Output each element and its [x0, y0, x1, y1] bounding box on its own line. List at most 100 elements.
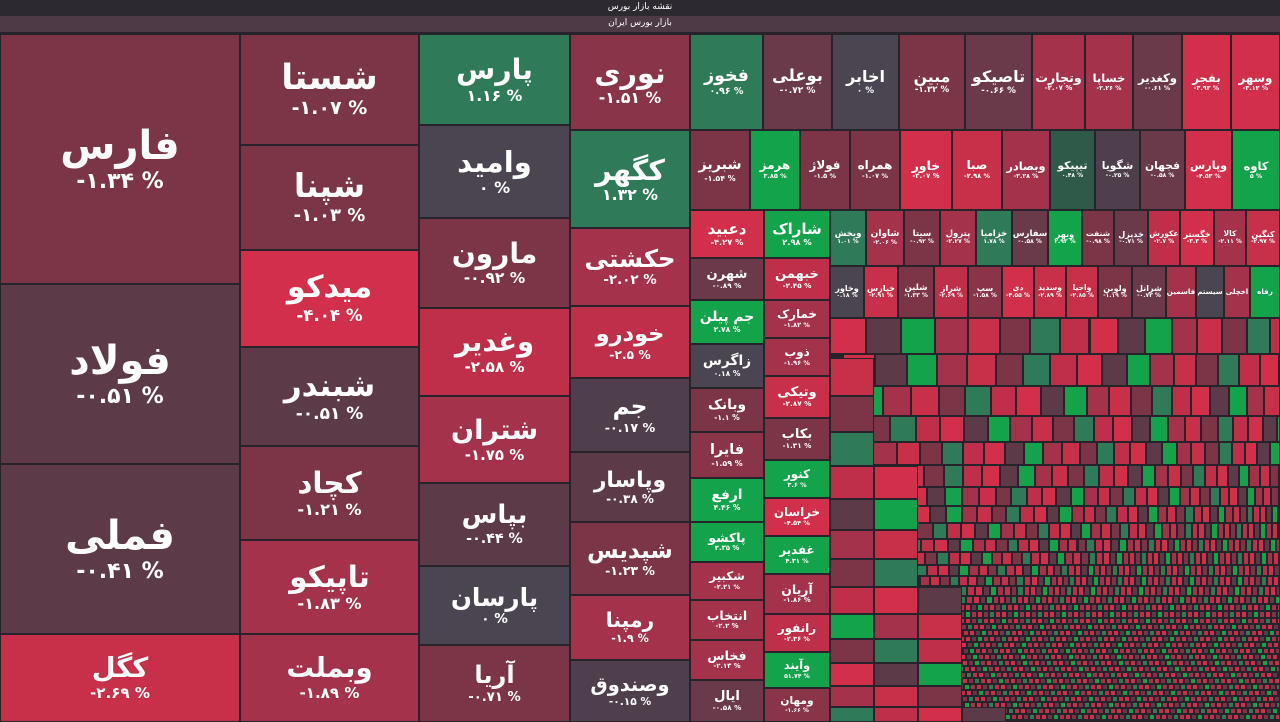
tile-block	[1121, 617, 1127, 624]
tile-block	[1010, 695, 1016, 702]
tile-block	[1059, 647, 1065, 654]
tile-block	[1043, 441, 1062, 466]
tile-block	[1053, 713, 1059, 720]
tile-block	[1265, 603, 1272, 612]
tile-block	[1038, 653, 1044, 660]
tile-block	[1277, 523, 1280, 539]
tile-block	[1146, 689, 1152, 696]
tile-block	[1153, 576, 1160, 587]
stock-change: ۱.۳۲ %	[602, 185, 658, 205]
tile-block	[1272, 689, 1278, 696]
tile-block	[1264, 683, 1270, 690]
tile-block	[1021, 552, 1032, 566]
tile-block	[1011, 713, 1017, 720]
stock-change: -۰.۶۶ %	[981, 86, 1016, 97]
tile-block	[1212, 653, 1218, 660]
tile-block	[1014, 671, 1020, 678]
stock-name: شبریز	[698, 157, 742, 174]
stock-change: -۰.۵۱ %	[295, 403, 364, 424]
stock-change: ۱.۷۸ %	[983, 238, 1005, 246]
tile-block	[1247, 719, 1253, 722]
tile-block	[965, 617, 971, 624]
tile-block	[1097, 617, 1103, 624]
tile-block	[1087, 565, 1094, 577]
tile-block	[1044, 707, 1050, 714]
tile-block	[1014, 707, 1020, 714]
stock-change: -۱.۳۳ %	[904, 292, 928, 300]
tile-block	[1259, 354, 1280, 387]
tile-block	[1025, 523, 1038, 539]
tile-block	[1205, 719, 1211, 722]
tile-block	[1077, 538, 1087, 553]
tile-block	[1167, 713, 1173, 720]
stock-change: -۲.۲۱ %	[714, 583, 740, 592]
tile-block	[1233, 586, 1240, 596]
stock-change: -۴.۵۵ %	[1006, 291, 1030, 299]
tile-block	[1229, 523, 1236, 539]
tile-block	[1081, 552, 1089, 566]
tile-block	[1258, 611, 1265, 618]
tile-block	[1150, 354, 1174, 387]
tile-block	[1086, 538, 1095, 553]
tile-block	[1023, 713, 1029, 720]
tile-block	[1228, 386, 1247, 416]
tile-block	[1126, 611, 1133, 618]
tile-block	[1148, 538, 1155, 553]
tile-block	[1084, 611, 1091, 618]
stock-name: وسهر	[1238, 70, 1273, 85]
tile-block	[1240, 701, 1246, 708]
tile-block	[1247, 523, 1254, 539]
tile-block	[1233, 713, 1239, 720]
tile-block	[1075, 623, 1081, 630]
stock-tile: نوری -۱.۵۱ %	[570, 34, 690, 130]
tile-block	[1181, 465, 1194, 487]
tile-block	[1093, 565, 1100, 577]
tile-block	[1174, 683, 1180, 690]
tile-block	[1128, 523, 1138, 539]
tile-block	[1001, 603, 1008, 612]
tile-block	[1204, 683, 1210, 690]
stock-change: -۴.۵۳ %	[1196, 172, 1221, 180]
tile-block	[1049, 538, 1059, 553]
stock-name: سپ	[976, 282, 994, 293]
tile-block	[1251, 538, 1258, 553]
tile-block	[1165, 641, 1171, 648]
tile-block	[1227, 629, 1233, 636]
tile-block	[1094, 538, 1104, 553]
tile-block	[1264, 701, 1270, 708]
stock-name: فارس	[60, 123, 180, 170]
tile-block	[1123, 623, 1129, 630]
tile-block	[1223, 523, 1230, 539]
tile-block	[1254, 486, 1264, 506]
tile-block	[1095, 647, 1101, 654]
tile-block	[1165, 565, 1172, 577]
tile-block	[994, 683, 1000, 690]
tile-block	[981, 629, 987, 636]
tile-block	[1213, 641, 1219, 648]
tile-block	[1245, 441, 1258, 466]
tile-block	[1177, 565, 1184, 577]
tile-block	[1134, 671, 1140, 678]
tile-block	[1263, 647, 1269, 654]
tile-block	[1220, 695, 1226, 702]
tile-block	[1118, 659, 1124, 666]
tile-block	[1161, 586, 1168, 596]
tile-block	[1058, 677, 1064, 684]
tile-block	[1097, 719, 1103, 722]
tile-block	[1030, 611, 1037, 618]
tile-block	[1165, 623, 1171, 630]
tile-block	[1271, 719, 1277, 722]
tile-block	[1236, 707, 1242, 714]
tile-block	[1232, 695, 1238, 702]
tile-block	[1092, 689, 1098, 696]
tile-block	[969, 647, 975, 654]
tile-block	[1130, 441, 1147, 466]
tile-block	[1023, 586, 1030, 596]
stock-tile: شستا -۱.۰۷ %	[240, 34, 419, 145]
tile-block	[1051, 641, 1057, 648]
tile-block	[1168, 683, 1174, 690]
tile-block	[1061, 441, 1080, 466]
tile-block	[992, 552, 1003, 566]
tile-block	[874, 707, 918, 722]
stock-tile: فاسمین	[1166, 266, 1196, 318]
